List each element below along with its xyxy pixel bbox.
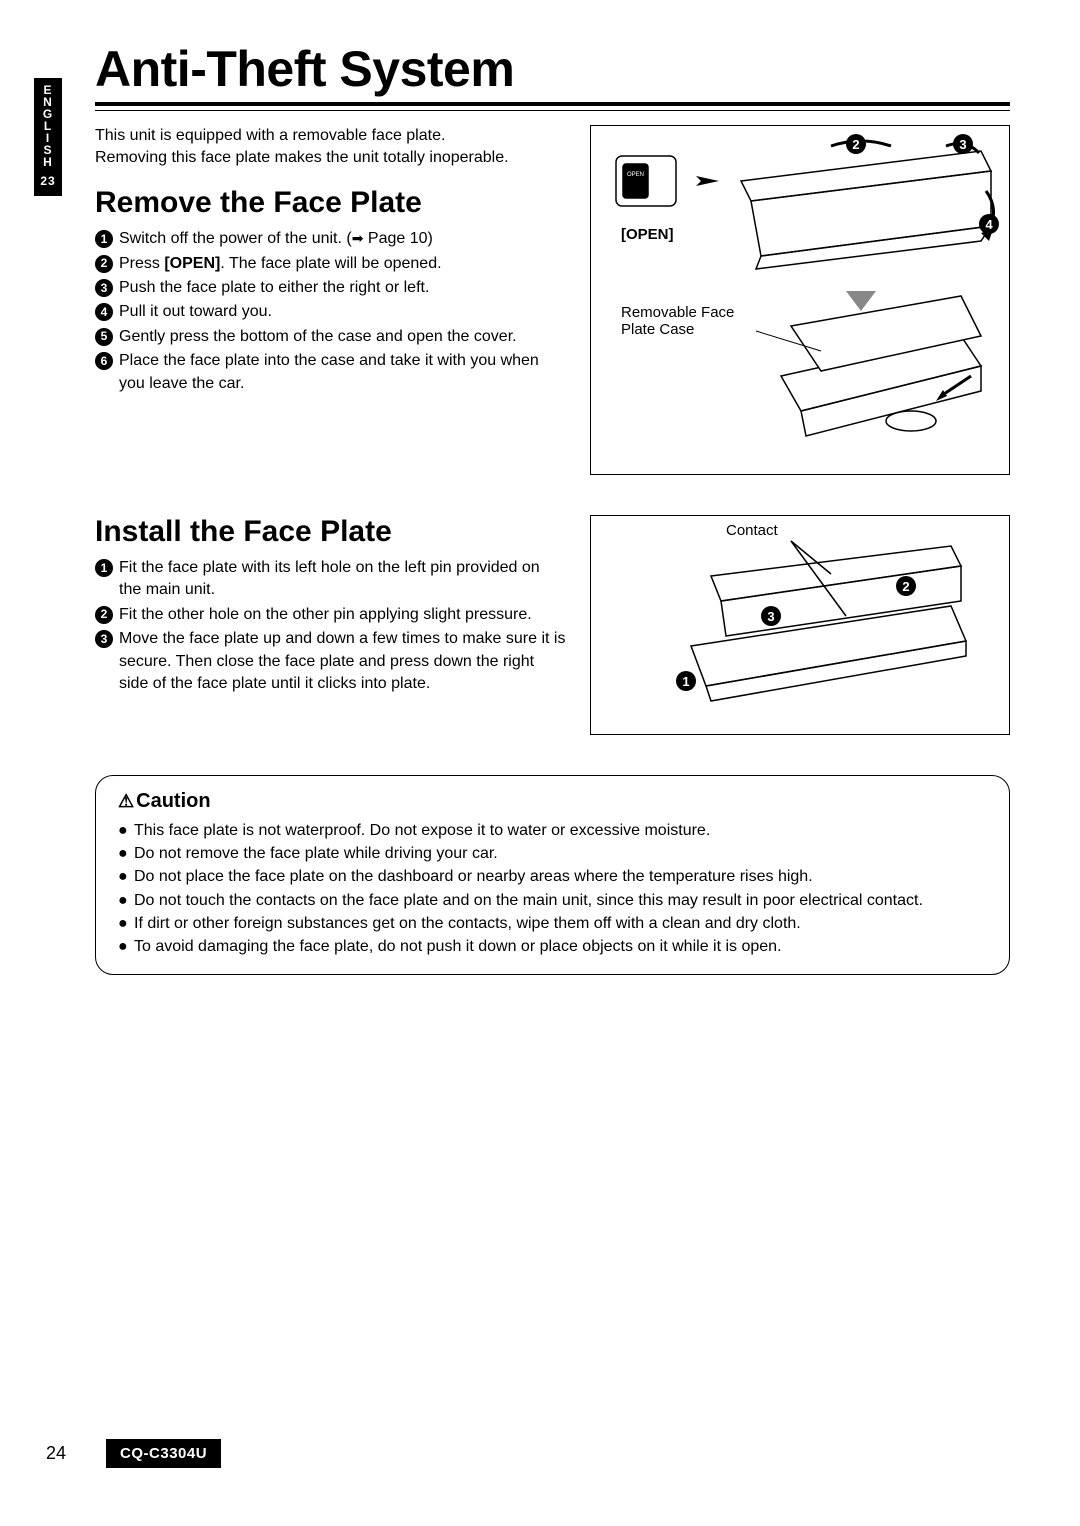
caution-box: ⚠Caution ●This face plate is not waterpr… xyxy=(95,775,1010,975)
step-text: Switch off the power of the unit. (➡ Pag… xyxy=(119,228,566,250)
model-tag: CQ-C3304U xyxy=(106,1439,221,1468)
list-item: ●This face plate is not waterproof. Do n… xyxy=(118,819,987,842)
step: 5 Gently press the bottom of the case an… xyxy=(95,326,566,348)
step-text: Press [OPEN]. The face plate will be ope… xyxy=(119,253,566,275)
list-item: ●Do not remove the face plate while driv… xyxy=(118,842,987,865)
remove-heading: Remove the Face Plate xyxy=(95,186,566,220)
section-remove: This unit is equipped with a removable f… xyxy=(95,125,1010,475)
step-text: Fit the face plate with its left hole on… xyxy=(119,557,566,602)
step-text-part: Page 10) xyxy=(363,230,432,247)
step-number-badge: 3 xyxy=(95,279,113,297)
step-number-badge: 1 xyxy=(95,559,113,577)
install-diagram-svg xyxy=(601,526,999,724)
step-number-badge: 6 xyxy=(95,352,113,370)
figure-marker: 2 xyxy=(896,576,916,596)
step: 2 Press [OPEN]. The face plate will be o… xyxy=(95,253,566,275)
list-item-text: If dirt or other foreign substances get … xyxy=(134,912,801,935)
step-text: Push the face plate to either the right … xyxy=(119,277,566,299)
remove-figure: OPEN xyxy=(590,125,1010,475)
page-number: 24 xyxy=(46,1443,66,1464)
step-text: Gently press the bottom of the case and … xyxy=(119,326,566,348)
step-number-badge: 2 xyxy=(95,255,113,273)
case-label: Removable Face Plate Case xyxy=(621,304,734,338)
step-number-badge: 2 xyxy=(95,606,113,624)
figure-marker: 2 xyxy=(846,134,866,154)
step-text-part: Switch off the power of the unit. ( xyxy=(119,230,352,247)
step: 3 Push the face plate to either the righ… xyxy=(95,277,566,299)
remove-steps: 1 Switch off the power of the unit. (➡ P… xyxy=(95,228,566,395)
list-item-text: Do not place the face plate on the dashb… xyxy=(134,865,813,888)
list-item-text: Do not touch the contacts on the face pl… xyxy=(134,889,923,912)
install-steps: 1 Fit the face plate with its left hole … xyxy=(95,557,566,695)
list-item: ●Do not place the face plate on the dash… xyxy=(118,865,987,888)
tab-ref-number: 23 xyxy=(34,174,62,188)
manual-page: ENGLISH 23 Anti-Theft System This unit i… xyxy=(0,0,1080,1526)
page-title: Anti-Theft System xyxy=(95,40,1010,98)
warning-icon: ⚠ xyxy=(118,791,134,812)
step-text: Pull it out toward you. xyxy=(119,301,566,323)
page-footer: 24 CQ-C3304U xyxy=(46,1439,221,1468)
step-number-badge: 1 xyxy=(95,230,113,248)
svg-text:OPEN: OPEN xyxy=(627,172,644,178)
step-number-badge: 5 xyxy=(95,328,113,346)
caution-heading-text: Caution xyxy=(136,790,210,812)
step: 6 Place the face plate into the case and… xyxy=(95,350,566,395)
step: 1 Switch off the power of the unit. (➡ P… xyxy=(95,228,566,250)
step-number-badge: 4 xyxy=(95,303,113,321)
intro-text: This unit is equipped with a removable f… xyxy=(95,125,566,168)
step-text: Move the face plate up and down a few ti… xyxy=(119,628,566,695)
language-tab: ENGLISH 23 xyxy=(34,78,62,196)
list-item: ●If dirt or other foreign substances get… xyxy=(118,912,987,935)
remove-diagram-svg: OPEN xyxy=(601,136,999,464)
figure-marker: 4 xyxy=(979,214,999,234)
figure-marker: 1 xyxy=(676,671,696,691)
step: 3 Move the face plate up and down a few … xyxy=(95,628,566,695)
install-heading: Install the Face Plate xyxy=(95,515,566,549)
caution-list: ●This face plate is not waterproof. Do n… xyxy=(118,819,987,958)
figure-marker: 3 xyxy=(761,606,781,626)
step-text: Place the face plate into the case and t… xyxy=(119,350,566,395)
list-item-text: Do not remove the face plate while drivi… xyxy=(134,842,498,865)
figure-marker: 3 xyxy=(953,134,973,154)
list-item-text: To avoid damaging the face plate, do not… xyxy=(134,935,782,958)
step: 2 Fit the other hole on the other pin ap… xyxy=(95,604,566,626)
step: 1 Fit the face plate with its left hole … xyxy=(95,557,566,602)
install-figure: Contact 1 2 3 xyxy=(590,515,1010,735)
step-text: Fit the other hole on the other pin appl… xyxy=(119,604,566,626)
tab-language: ENGLISH xyxy=(34,84,62,168)
step: 4 Pull it out toward you. xyxy=(95,301,566,323)
list-item: ●To avoid damaging the face plate, do no… xyxy=(118,935,987,958)
list-item: ●Do not touch the contacts on the face p… xyxy=(118,889,987,912)
contact-label: Contact xyxy=(726,522,778,539)
arrow-right-icon: ➡ xyxy=(352,229,364,249)
step-number-badge: 3 xyxy=(95,630,113,648)
section-install: Install the Face Plate 1 Fit the face pl… xyxy=(95,515,1010,735)
list-item-text: This face plate is not waterproof. Do no… xyxy=(134,819,710,842)
open-label: [OPEN] xyxy=(621,226,674,243)
title-rule xyxy=(95,102,1010,111)
caution-heading: ⚠Caution xyxy=(118,790,987,813)
